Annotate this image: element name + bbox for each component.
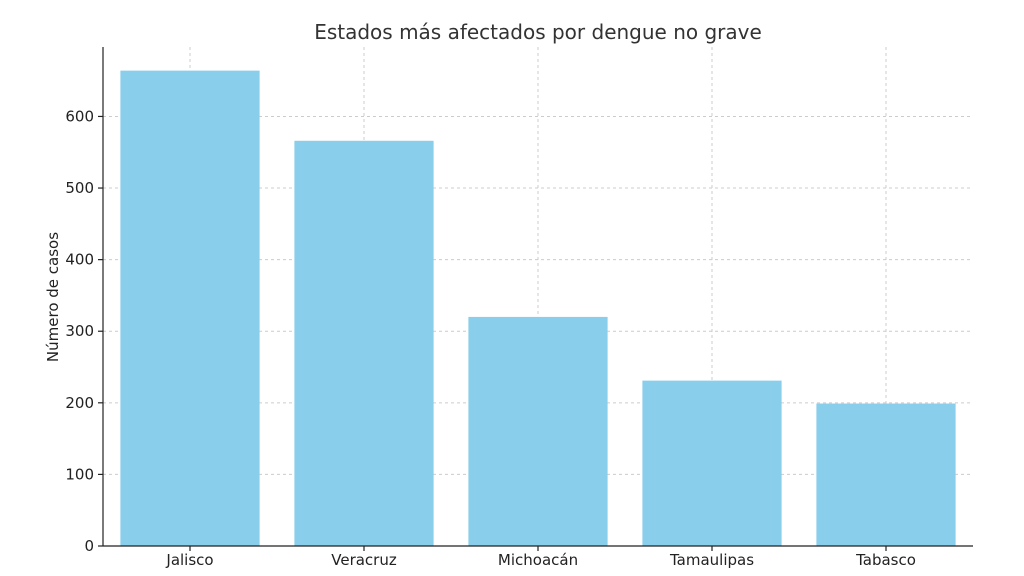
bar-4	[642, 380, 782, 546]
bar-2	[294, 140, 434, 546]
y-tick-label: 100	[65, 465, 94, 483]
x-tick-label: Tabasco	[855, 551, 916, 569]
x-tick-label: Tamaulipas	[669, 551, 754, 569]
y-tick-label: 300	[65, 322, 94, 340]
y-tick-label: 0	[84, 537, 94, 555]
y-tick-label: 400	[65, 251, 94, 269]
y-axis-label: Número de casos	[44, 232, 62, 362]
chart-title: Estados más afectados por dengue no grav…	[314, 20, 762, 44]
x-tick-label: Veracruz	[331, 551, 397, 569]
x-tick-label: Jalisco	[165, 551, 213, 569]
bar-5	[816, 403, 956, 546]
x-tick-label: Michoacán	[498, 551, 578, 569]
y-tick-label: 600	[65, 107, 94, 125]
labels-layer: 0 100 200 300 400 500 600 Jalisco Veracruz Michoa…	[65, 107, 916, 569]
bar-3	[468, 316, 608, 546]
y-tick-label: 500	[65, 179, 94, 197]
y-tick-label: 200	[65, 394, 94, 412]
axes-layer	[98, 47, 973, 551]
bars-layer	[120, 70, 956, 546]
bar-1	[120, 70, 260, 546]
